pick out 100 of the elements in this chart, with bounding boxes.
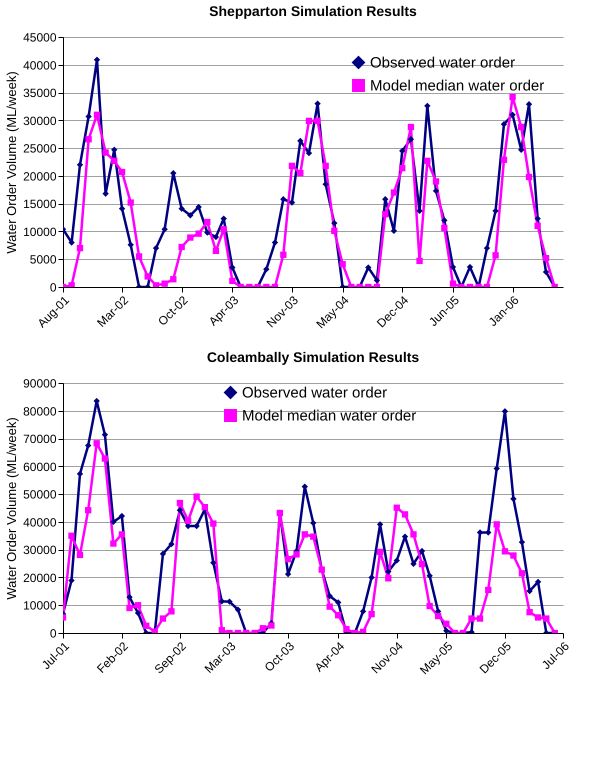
point bbox=[306, 118, 312, 124]
point bbox=[441, 217, 448, 224]
point bbox=[322, 181, 329, 188]
point bbox=[476, 529, 484, 536]
point bbox=[76, 244, 84, 252]
point bbox=[402, 511, 408, 518]
point bbox=[293, 551, 300, 558]
point bbox=[168, 540, 175, 548]
point bbox=[272, 239, 278, 246]
point bbox=[302, 531, 308, 538]
y-tick-label: 60000 bbox=[23, 460, 57, 474]
point bbox=[68, 532, 75, 539]
point bbox=[263, 266, 270, 272]
point bbox=[410, 531, 417, 538]
point bbox=[202, 504, 208, 510]
point bbox=[368, 610, 375, 618]
legend-label: Model median water order bbox=[370, 78, 544, 94]
point bbox=[280, 196, 286, 202]
point bbox=[102, 190, 109, 197]
point bbox=[426, 602, 433, 610]
y-tick-label: 45000 bbox=[23, 30, 57, 44]
point bbox=[343, 626, 350, 632]
point bbox=[85, 113, 92, 120]
y-tick-label: 80000 bbox=[23, 404, 57, 418]
point bbox=[485, 586, 492, 594]
point bbox=[382, 211, 388, 218]
point bbox=[376, 548, 384, 556]
point bbox=[280, 252, 286, 258]
point bbox=[160, 615, 166, 622]
point bbox=[509, 94, 516, 100]
y-tick-label: 0 bbox=[50, 280, 57, 294]
y-tick-label: 20000 bbox=[23, 570, 57, 585]
legend-label: Observed water order bbox=[242, 384, 388, 402]
point bbox=[408, 124, 414, 130]
point bbox=[136, 253, 142, 260]
point bbox=[110, 518, 117, 526]
point bbox=[502, 548, 508, 554]
point bbox=[102, 149, 109, 156]
point bbox=[424, 158, 431, 164]
point bbox=[144, 273, 151, 280]
point bbox=[494, 521, 500, 528]
point bbox=[204, 229, 210, 236]
point bbox=[394, 557, 400, 564]
point bbox=[322, 162, 329, 170]
y-axis-title: Water Order Volume (ML/week) bbox=[4, 71, 20, 254]
point bbox=[210, 520, 216, 527]
point bbox=[212, 248, 220, 254]
point bbox=[526, 609, 533, 616]
point bbox=[500, 121, 508, 128]
point bbox=[85, 136, 92, 142]
point bbox=[484, 244, 490, 252]
point bbox=[118, 512, 126, 520]
point bbox=[432, 188, 440, 194]
point bbox=[134, 610, 142, 616]
point bbox=[335, 612, 342, 618]
point bbox=[443, 628, 450, 633]
y-tick-label: 10000 bbox=[23, 224, 57, 239]
point bbox=[385, 568, 392, 575]
point bbox=[68, 577, 75, 584]
point bbox=[85, 507, 92, 514]
y-tick-label: 20000 bbox=[23, 169, 57, 184]
point bbox=[126, 604, 133, 612]
point bbox=[476, 615, 484, 622]
chart-title: Shepparton Simulation Results bbox=[209, 3, 418, 19]
point bbox=[111, 158, 118, 164]
point bbox=[94, 56, 100, 63]
point bbox=[184, 518, 192, 524]
point bbox=[297, 170, 304, 176]
point bbox=[176, 507, 184, 514]
y-tick-label: 10000 bbox=[23, 598, 57, 613]
point bbox=[426, 572, 433, 579]
point bbox=[534, 614, 542, 621]
point bbox=[418, 560, 426, 568]
point bbox=[76, 470, 84, 477]
point bbox=[468, 615, 475, 622]
point bbox=[234, 606, 242, 613]
point bbox=[218, 627, 225, 633]
point bbox=[193, 493, 200, 500]
y-tick-label: 5000 bbox=[30, 252, 57, 267]
point bbox=[526, 174, 532, 180]
y-tick-label: 25000 bbox=[23, 142, 57, 156]
point bbox=[118, 206, 126, 212]
point bbox=[110, 540, 117, 547]
point bbox=[160, 550, 166, 557]
point bbox=[510, 552, 517, 559]
point bbox=[526, 101, 532, 108]
point bbox=[204, 218, 210, 226]
point bbox=[542, 254, 550, 262]
point bbox=[268, 622, 275, 629]
point bbox=[178, 244, 185, 250]
point bbox=[335, 599, 342, 606]
point bbox=[408, 136, 414, 142]
legend-label: Observed water order bbox=[370, 54, 516, 72]
point bbox=[195, 204, 202, 210]
point bbox=[187, 212, 194, 218]
point bbox=[68, 282, 75, 287]
point bbox=[212, 234, 220, 240]
point bbox=[187, 234, 194, 241]
point bbox=[326, 592, 333, 600]
point bbox=[394, 504, 400, 511]
